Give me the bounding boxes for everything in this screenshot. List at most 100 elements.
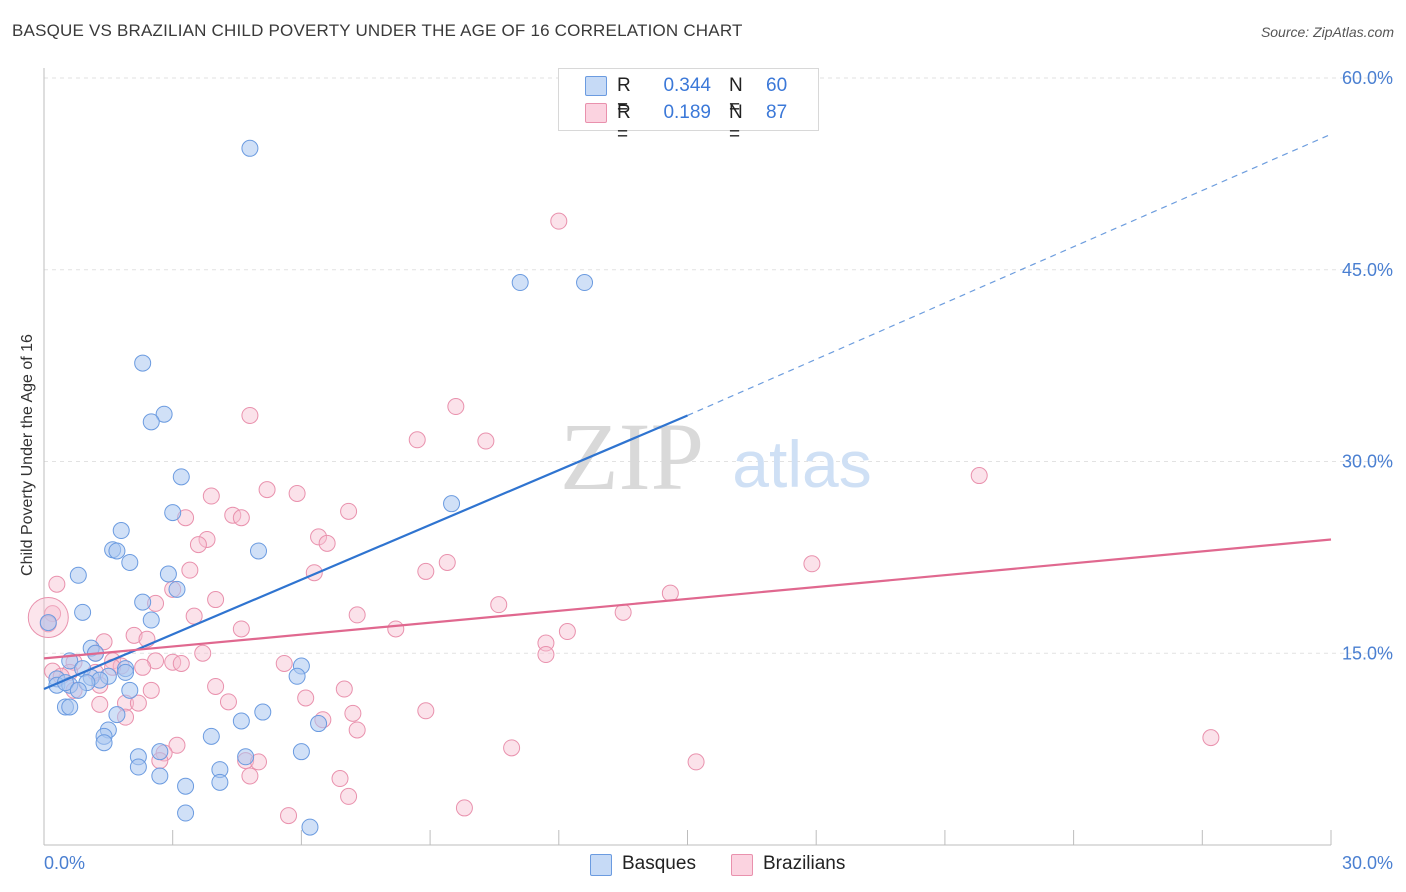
- brazilians-point: [297, 689, 315, 707]
- basques-point: [74, 603, 92, 621]
- brazilians-point: [503, 739, 521, 757]
- basques-point: [241, 139, 259, 157]
- basques-point: [69, 681, 87, 699]
- brazilians-point: [1202, 729, 1220, 747]
- brazilians-point: [318, 534, 336, 552]
- brazilians-point: [417, 562, 435, 580]
- basques-point: [164, 504, 182, 522]
- brazilians-point: [550, 212, 568, 230]
- basques-point: [61, 698, 79, 716]
- basques-point: [250, 542, 267, 560]
- brazilians-point: [280, 807, 298, 825]
- brazilians-point: [310, 528, 328, 546]
- basques-trend-line: [43, 414, 688, 691]
- brazilians-point: [232, 509, 250, 527]
- brazilians-point: [288, 484, 306, 502]
- basques-point: [288, 667, 306, 685]
- y-tick-label: 45.0%: [1342, 260, 1393, 280]
- brazilians-point: [232, 620, 250, 638]
- basques-point: [142, 611, 160, 629]
- basques-point: [177, 804, 195, 822]
- basques-point: [177, 777, 195, 795]
- legend-r-label: R =: [617, 75, 631, 118]
- grid-lines: [44, 77, 1394, 654]
- basques-point: [292, 743, 310, 761]
- basques-trend-extension: [687, 133, 1332, 417]
- basques-point: [112, 522, 130, 540]
- brazilians-point: [335, 680, 353, 698]
- brazilians-point: [172, 654, 190, 672]
- brazilians-point: [490, 596, 508, 614]
- brazilians-point: [417, 702, 435, 720]
- brazilians-point: [241, 767, 259, 785]
- basques-swatch: [590, 854, 612, 876]
- basques-swatch: [585, 76, 607, 96]
- basques-point: [142, 413, 160, 431]
- brazilians-point: [207, 677, 225, 695]
- basques-point: [39, 614, 57, 632]
- brazilians-swatch: [731, 854, 753, 876]
- brazilians-point: [661, 584, 679, 602]
- basques-point: [159, 565, 177, 583]
- legend-n-value: 60: [766, 75, 788, 96]
- y-tick-labels: 15.0% 30.0% 45.0% 60.0%: [1342, 68, 1393, 663]
- brazilians-points: [27, 212, 1220, 825]
- y-tick-label: 15.0%: [1342, 643, 1393, 663]
- correlation-legend: R = 0.344 N = 60 R = 0.189 N = 87: [558, 68, 819, 145]
- x-tick-label: 30.0%: [1342, 853, 1393, 873]
- basques-point: [511, 274, 529, 292]
- basques-point: [576, 274, 594, 292]
- legend-label-brazilians: Brazilians: [763, 853, 846, 874]
- brazilians-point: [275, 654, 293, 672]
- brazilians-point: [408, 431, 426, 449]
- trend-lines: [43, 133, 1332, 691]
- brazilians-point: [219, 693, 237, 711]
- brazilians-point: [438, 553, 456, 571]
- legend-n-value: 87: [766, 102, 788, 123]
- basques-point: [232, 712, 250, 730]
- basques-point: [117, 663, 135, 681]
- brazilians-point: [91, 695, 109, 713]
- brazilians-point: [537, 634, 555, 652]
- brazilians-point: [134, 658, 152, 676]
- brazilians-point: [348, 606, 366, 624]
- brazilians-point: [687, 753, 705, 771]
- x-tick-labels: 0.0% 30.0%: [44, 853, 1393, 873]
- brazilians-point: [129, 694, 147, 712]
- axes: [43, 68, 1332, 846]
- brazilians-point: [202, 487, 220, 505]
- brazilians-point: [348, 721, 366, 739]
- watermark-atlas: atlas: [732, 427, 871, 501]
- basques-point: [237, 748, 255, 766]
- brazilians-point: [340, 787, 358, 805]
- basques-point: [134, 354, 152, 372]
- series-legend: Basques Brazilians: [0, 853, 1406, 877]
- brazilians-point: [387, 620, 405, 638]
- brazilians-point: [241, 406, 259, 424]
- brazilians-point: [447, 398, 465, 416]
- brazilians-point: [614, 603, 632, 621]
- basques-point: [211, 773, 229, 791]
- basques-point: [69, 566, 87, 584]
- brazilians-point: [258, 481, 276, 499]
- basques-point: [121, 553, 139, 571]
- basques-point: [151, 743, 169, 761]
- brazilians-point: [477, 432, 495, 450]
- watermark-zip: ZIP: [560, 403, 704, 510]
- brazilians-point: [340, 502, 358, 520]
- basques-point: [301, 818, 319, 836]
- brazilians-point: [181, 561, 199, 579]
- brazilians-point: [194, 644, 212, 662]
- y-tick-label: 60.0%: [1342, 68, 1393, 88]
- brazilians-point: [344, 704, 362, 722]
- legend-n-label: N =: [729, 102, 743, 145]
- brazilians-point: [803, 555, 821, 573]
- brazilians-trend-line: [43, 538, 1332, 660]
- legend-r-value: 0.344: [663, 75, 711, 96]
- legend-n-label: N =: [729, 75, 743, 118]
- brazilians-point: [48, 575, 66, 593]
- brazilians-point: [537, 646, 555, 664]
- brazilians-point: [198, 530, 216, 548]
- basques-point: [202, 727, 220, 745]
